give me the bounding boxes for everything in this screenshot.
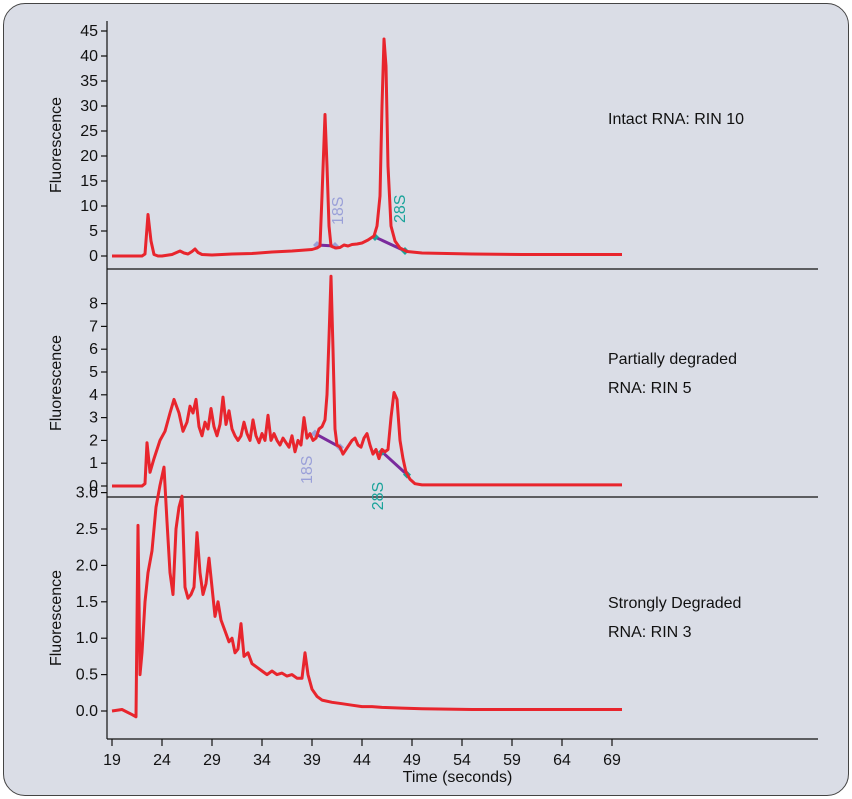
- y-tick-label: 2.5: [76, 521, 98, 538]
- y-axis-title: Fluorescence: [48, 335, 65, 431]
- y-tick-label: 35: [80, 73, 98, 90]
- y-tick-label: 8: [89, 296, 98, 313]
- x-tick-label: 24: [153, 752, 171, 769]
- y-tick-label: 1.0: [76, 630, 98, 647]
- y-tick-label: 30: [80, 98, 98, 115]
- y-tick-label: 25: [80, 123, 98, 140]
- peak-label-28s: 28S: [370, 482, 387, 510]
- x-tick-label: 19: [103, 752, 121, 769]
- peak-label-18s: 18S: [330, 197, 347, 225]
- y-tick-label: 4: [89, 387, 98, 404]
- y-axis-title: Fluorescence: [48, 570, 65, 666]
- y-tick-label: 2.0: [76, 557, 98, 574]
- panel-annotation: Partially degraded: [608, 351, 737, 368]
- x-tick-label: 54: [453, 752, 471, 769]
- y-tick-label: 3.0: [76, 485, 98, 502]
- x-tick-label: 39: [303, 752, 321, 769]
- y-tick-label: 0: [89, 248, 98, 265]
- y-tick-label: 0.0: [76, 703, 98, 720]
- x-tick-label: 64: [553, 752, 571, 769]
- y-tick-label: 5: [89, 223, 98, 240]
- x-tick-label: 44: [353, 752, 371, 769]
- data-line: [112, 37, 622, 258]
- panel-annotation: Strongly Degraded: [608, 595, 741, 612]
- y-tick-label: 10: [80, 198, 98, 215]
- y-tick-label: 45: [80, 23, 98, 40]
- y-tick-label: 6: [89, 341, 98, 358]
- peak-label-28s: 28S: [392, 195, 409, 223]
- panel-annotation: RNA: RIN 3: [608, 624, 692, 641]
- y-axis-title: Fluorescence: [48, 97, 65, 193]
- y-tick-label: 5: [89, 364, 98, 381]
- y-tick-label: 3: [89, 410, 98, 427]
- y-tick-label: 20: [80, 148, 98, 165]
- y-tick-label: 15: [80, 173, 98, 190]
- chart-frame: 0 5 10 15 20 25 30 35 40 45 Fluorescence Intact RNA…: [3, 3, 849, 796]
- x-tick-label: 59: [503, 752, 521, 769]
- y-tick-label: 2: [89, 432, 98, 449]
- x-axis-title: Time (seconds): [403, 769, 513, 786]
- y-tick-label: 7: [89, 318, 98, 335]
- peak-baseline: [380, 450, 409, 476]
- x-tick-label: 49: [403, 752, 421, 769]
- data-line: [111, 465, 622, 719]
- panel-annotation: Intact RNA: RIN 10: [608, 111, 744, 128]
- y-tick-label: 1: [89, 455, 98, 472]
- panel-annotation: RNA: RIN 5: [608, 380, 692, 397]
- y-tick-label: 1.5: [76, 594, 98, 611]
- y-tick-label: 0.5: [76, 667, 98, 684]
- peak-label-18s: 18S: [299, 456, 316, 484]
- x-tick-label: 29: [203, 752, 221, 769]
- x-tick-label: 69: [603, 752, 621, 769]
- y-tick-label: 40: [80, 48, 98, 65]
- y-tick-label: 0: [89, 478, 98, 495]
- data-line: [112, 274, 622, 488]
- x-tick-label: 34: [253, 752, 271, 769]
